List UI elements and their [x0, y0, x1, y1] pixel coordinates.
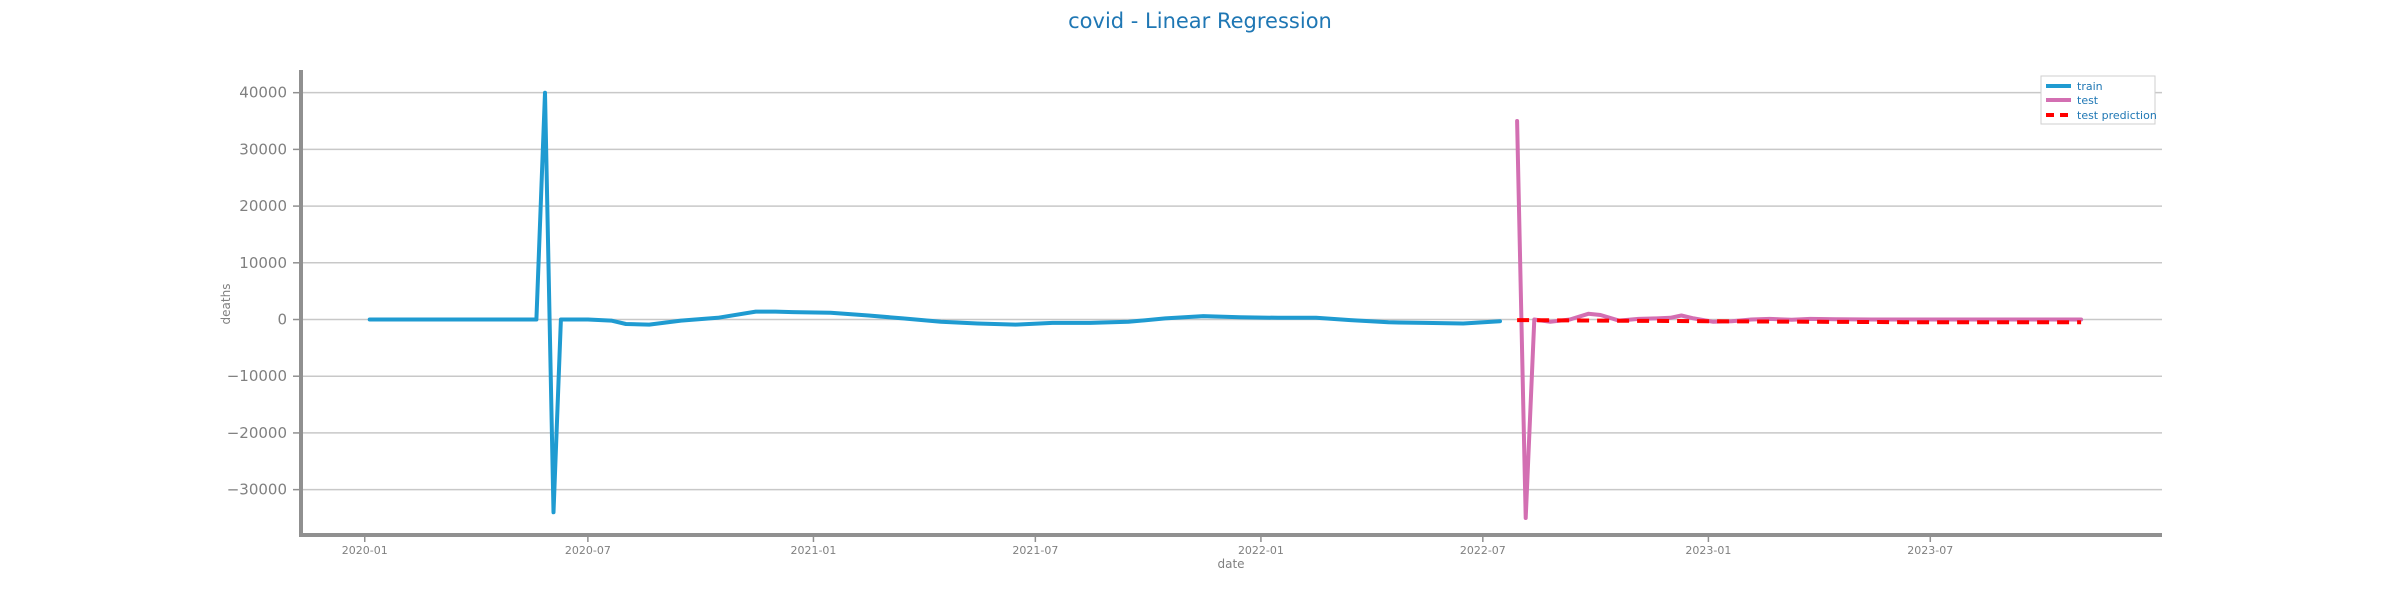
- series-line-test-prediction: [1517, 318, 2082, 325]
- x-tick-label-1: 2020-07: [565, 544, 611, 557]
- chart-title: covid - Linear Regression: [1068, 9, 1332, 33]
- legend-label-train: train: [2077, 80, 2103, 93]
- y-tick-label-4: 0: [277, 311, 287, 329]
- grid-lines: [301, 91, 2162, 491]
- x-tick-label-3: 2021-07: [1012, 544, 1058, 557]
- legend-label-test: test: [2077, 94, 2099, 107]
- y-tick-label-7: −30000: [227, 481, 287, 499]
- y-tick-label-2: 20000: [239, 197, 287, 215]
- x-axis-label: date: [1217, 557, 1244, 571]
- series-group: [367, 90, 2084, 520]
- y-tick-label-3: 10000: [239, 254, 287, 272]
- x-tick-label-2: 2021-01: [790, 544, 836, 557]
- x-axis-ticks: 2020-01 2020-07 2021-01 2021-07 2022-01 2022-…: [342, 535, 1953, 557]
- y-tick-label-5: −10000: [227, 367, 287, 385]
- legend-label-test-prediction: test prediction: [2077, 109, 2157, 122]
- y-axis-ticks: 40000 30000 20000 10000 0 −10000 −20000 −30000: [227, 84, 301, 499]
- x-tick-label-0: 2020-01: [342, 544, 388, 557]
- y-tick-label-0: 40000: [239, 84, 287, 102]
- x-tick-label-6: 2023-01: [1685, 544, 1731, 557]
- series-line-train: [367, 90, 1502, 515]
- series-line-test: [1515, 119, 2084, 520]
- x-tick-label-7: 2023-07: [1907, 544, 1953, 557]
- y-tick-label-1: 30000: [239, 140, 287, 158]
- x-tick-label-4: 2022-01: [1238, 544, 1284, 557]
- y-tick-label-6: −20000: [227, 424, 287, 442]
- legend: train test test prediction: [2040, 75, 2157, 125]
- y-axis-label: deaths: [219, 284, 233, 325]
- x-tick-label-5: 2022-07: [1460, 544, 1506, 557]
